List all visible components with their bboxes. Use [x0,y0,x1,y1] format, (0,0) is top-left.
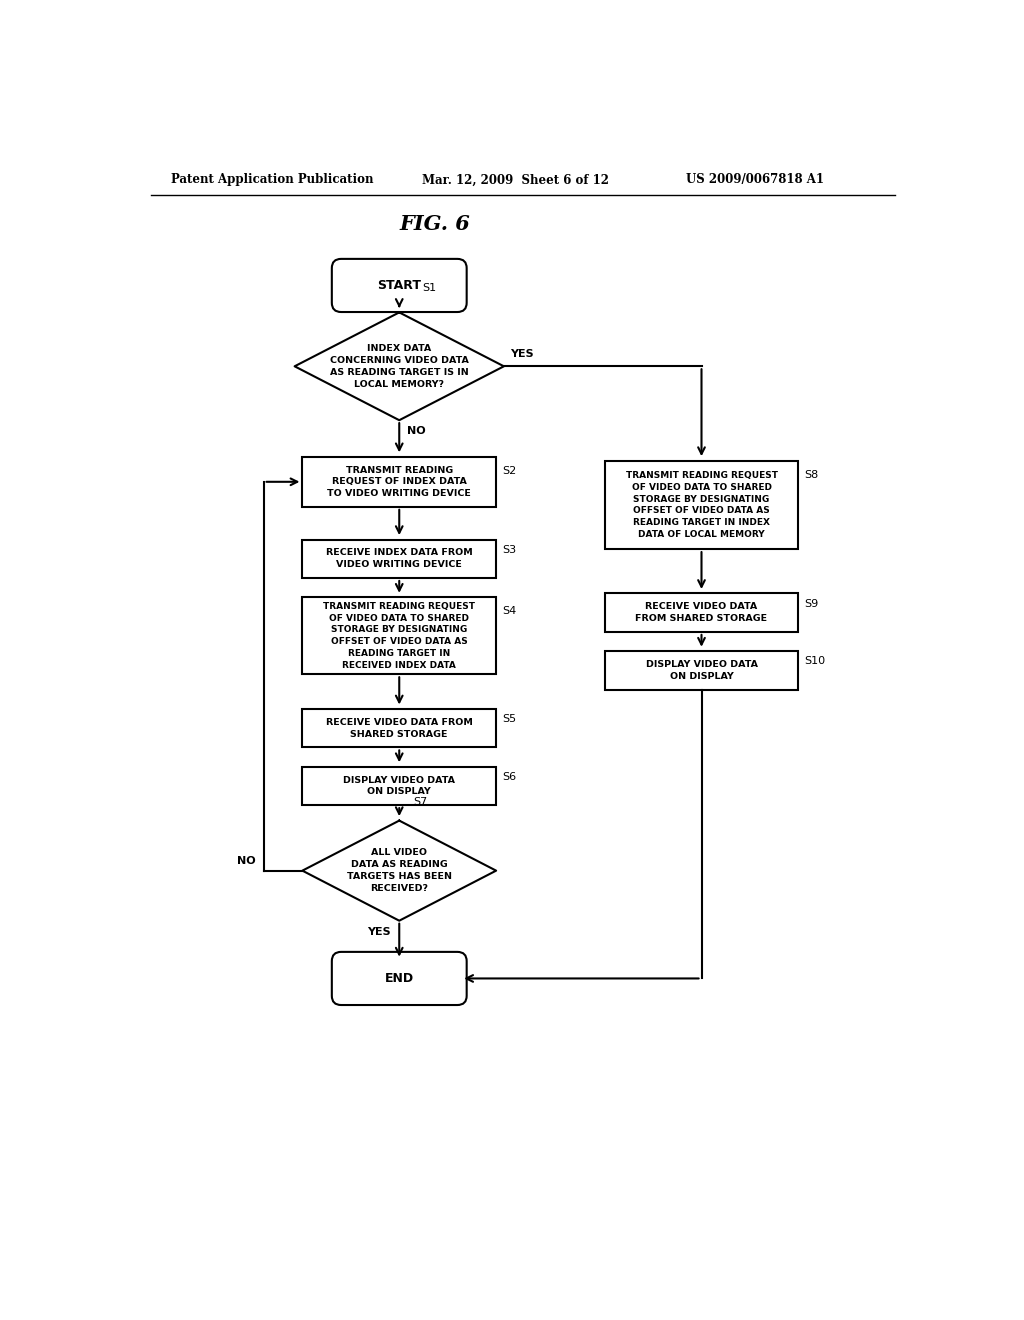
Text: S1: S1 [423,282,436,293]
Text: INDEX DATA
CONCERNING VIDEO DATA
AS READING TARGET IS IN
LOCAL MEMORY?: INDEX DATA CONCERNING VIDEO DATA AS READ… [330,345,469,388]
Bar [302,598,496,675]
Text: S5: S5 [503,714,516,725]
Text: S9: S9 [805,598,819,609]
Text: DISPLAY VIDEO DATA
ON DISPLAY: DISPLAY VIDEO DATA ON DISPLAY [343,776,456,796]
Bar [302,540,496,578]
Text: S8: S8 [805,470,819,480]
Text: END: END [385,972,414,985]
Text: START: START [377,279,421,292]
Text: ALL VIDEO
DATA AS READING
TARGETS HAS BEEN
RECEIVED?: ALL VIDEO DATA AS READING TARGETS HAS BE… [347,849,452,892]
Text: YES: YES [367,927,390,937]
Text: TRANSMIT READING REQUEST
OF VIDEO DATA TO SHARED
STORAGE BY DESIGNATING
OFFSET O: TRANSMIT READING REQUEST OF VIDEO DATA T… [626,471,777,539]
Text: RECEIVE VIDEO DATA FROM
SHARED STORAGE: RECEIVE VIDEO DATA FROM SHARED STORAGE [326,718,473,739]
Text: RECEIVE VIDEO DATA
FROM SHARED STORAGE: RECEIVE VIDEO DATA FROM SHARED STORAGE [636,602,768,623]
Text: NO: NO [237,857,255,866]
Text: US 2009/0067818 A1: US 2009/0067818 A1 [686,173,824,186]
Text: S10: S10 [805,656,825,667]
Text: FIG. 6: FIG. 6 [399,214,470,234]
Bar [604,651,799,689]
Bar [302,457,496,507]
Text: S4: S4 [503,606,516,616]
FancyBboxPatch shape [332,952,467,1005]
Text: S7: S7 [414,797,427,808]
Text: S6: S6 [503,772,516,781]
Text: Mar. 12, 2009  Sheet 6 of 12: Mar. 12, 2009 Sheet 6 of 12 [423,173,609,186]
Bar [604,461,799,549]
Text: S2: S2 [503,466,516,477]
Text: NO: NO [407,426,426,436]
Text: Patent Application Publication: Patent Application Publication [171,173,373,186]
Text: DISPLAY VIDEO DATA
ON DISPLAY: DISPLAY VIDEO DATA ON DISPLAY [645,660,758,681]
Text: YES: YES [510,348,534,359]
Text: TRANSMIT READING REQUEST
OF VIDEO DATA TO SHARED
STORAGE BY DESIGNATING
OFFSET O: TRANSMIT READING REQUEST OF VIDEO DATA T… [324,602,475,669]
Bar [302,767,496,805]
FancyBboxPatch shape [332,259,467,312]
Text: TRANSMIT READING
REQUEST OF INDEX DATA
TO VIDEO WRITING DEVICE: TRANSMIT READING REQUEST OF INDEX DATA T… [328,466,471,498]
Text: S3: S3 [503,545,516,554]
Bar [302,709,496,747]
Bar [604,594,799,632]
Text: RECEIVE INDEX DATA FROM
VIDEO WRITING DEVICE: RECEIVE INDEX DATA FROM VIDEO WRITING DE… [326,548,473,569]
